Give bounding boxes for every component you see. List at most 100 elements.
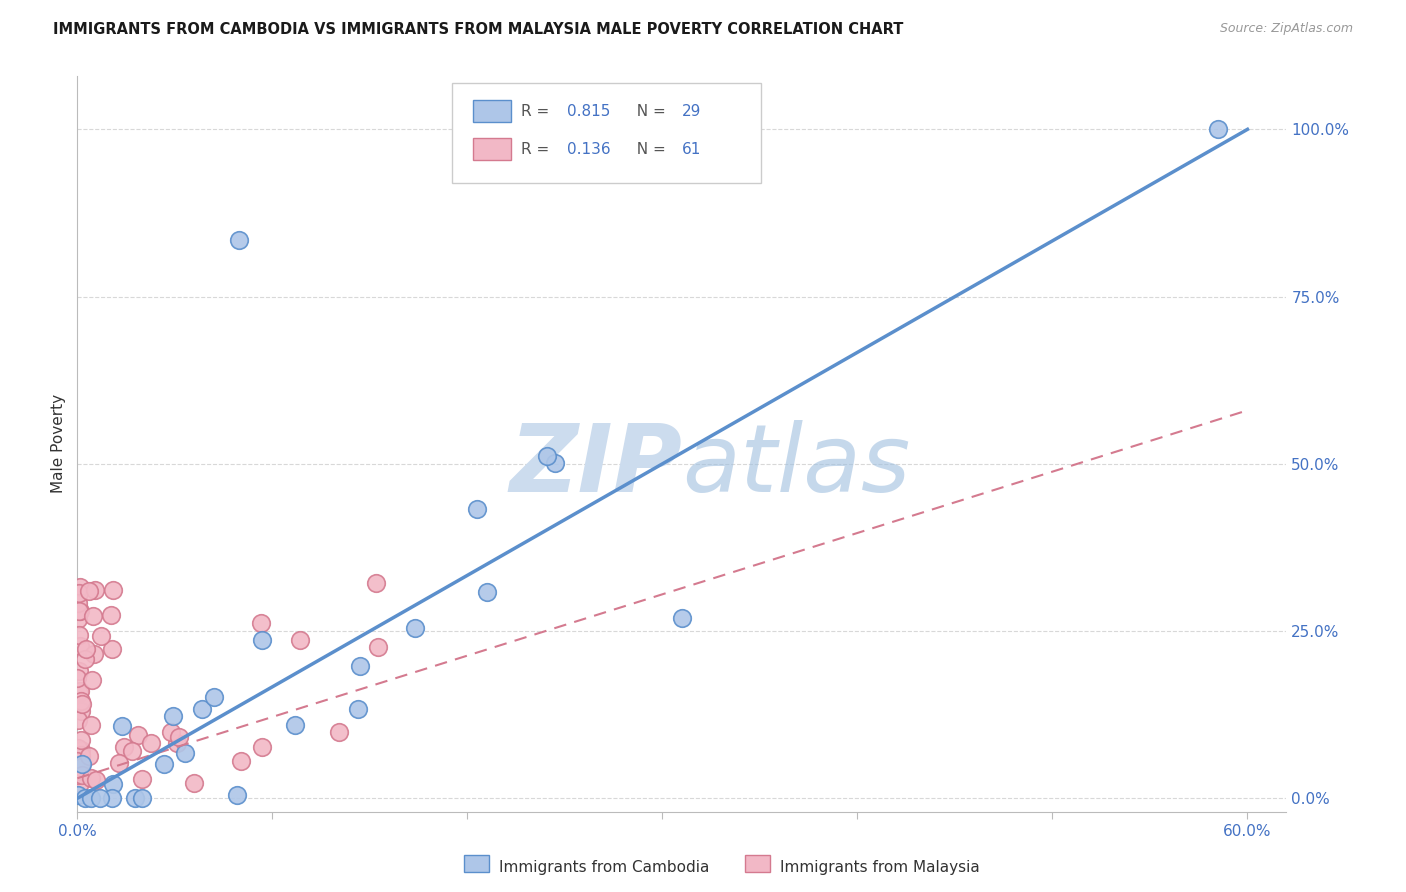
Point — [69, 742, 91, 756]
Text: 61: 61 — [682, 142, 702, 157]
Point — [69, 704, 91, 718]
Point — [70, 757, 93, 772]
Point — [159, 725, 181, 739]
Point — [127, 728, 149, 742]
Point — [328, 725, 350, 739]
Point — [252, 632, 274, 647]
Text: Source: ZipAtlas.com: Source: ZipAtlas.com — [1219, 22, 1353, 36]
Point — [69, 639, 91, 653]
Point — [228, 233, 250, 247]
Point — [465, 502, 488, 516]
Point — [70, 747, 93, 762]
Text: Immigrants from Cambodia: Immigrants from Cambodia — [499, 860, 710, 874]
Point — [73, 791, 96, 805]
Bar — [472, 100, 512, 122]
Point — [90, 629, 112, 643]
Point — [89, 791, 111, 805]
Point — [80, 717, 103, 731]
Point — [70, 733, 93, 747]
Point — [250, 615, 273, 630]
Point — [67, 764, 90, 778]
Point — [544, 456, 567, 470]
Text: N =: N = — [627, 142, 671, 157]
Text: R =: R = — [522, 142, 554, 157]
Point — [111, 718, 134, 732]
Point — [108, 756, 131, 770]
Text: 0.815: 0.815 — [567, 103, 610, 119]
Point — [70, 760, 93, 774]
Point — [67, 686, 90, 700]
Point — [366, 575, 388, 590]
Point — [288, 632, 311, 647]
Point — [284, 718, 307, 732]
Point — [67, 586, 90, 600]
Point — [69, 684, 91, 698]
Point — [66, 713, 89, 727]
Text: ZIP: ZIP — [509, 420, 682, 512]
Point — [100, 607, 122, 622]
Point — [536, 449, 558, 463]
Point — [69, 762, 91, 776]
Point — [131, 791, 153, 805]
Point — [173, 746, 195, 760]
Text: R =: R = — [522, 103, 554, 119]
Text: Immigrants from Malaysia: Immigrants from Malaysia — [780, 860, 980, 874]
Point — [75, 651, 97, 665]
Point — [1206, 122, 1229, 136]
Point — [367, 640, 389, 654]
Point — [83, 647, 105, 661]
Text: 0.136: 0.136 — [567, 142, 610, 157]
Point — [70, 694, 93, 708]
Point — [67, 628, 90, 642]
Bar — [472, 138, 512, 161]
Point — [162, 709, 184, 723]
FancyBboxPatch shape — [453, 83, 761, 183]
Point — [69, 604, 91, 618]
Point — [131, 772, 153, 787]
Point — [153, 756, 176, 771]
Point — [67, 605, 90, 619]
Point — [475, 585, 498, 599]
Point — [202, 690, 225, 704]
Point — [67, 740, 90, 755]
Point — [66, 671, 89, 685]
Point — [183, 776, 205, 790]
Point — [404, 621, 426, 635]
Point — [82, 673, 104, 688]
Point — [70, 698, 93, 712]
Point — [69, 580, 91, 594]
Point — [103, 777, 125, 791]
Point — [67, 611, 90, 625]
Point — [67, 664, 90, 678]
Point — [191, 701, 214, 715]
Point — [80, 772, 103, 786]
Point — [166, 736, 188, 750]
Y-axis label: Male Poverty: Male Poverty — [51, 394, 66, 493]
Point — [70, 750, 93, 764]
Text: 29: 29 — [682, 103, 702, 119]
Point — [77, 748, 100, 763]
Point — [79, 790, 101, 805]
Point — [70, 760, 93, 774]
Point — [225, 789, 247, 803]
Point — [77, 583, 100, 598]
Point — [72, 767, 94, 781]
Point — [101, 582, 124, 597]
Point — [100, 791, 122, 805]
Point — [66, 754, 89, 768]
Point — [252, 740, 274, 755]
Point — [83, 583, 105, 598]
Point — [229, 754, 252, 768]
Point — [346, 702, 368, 716]
Point — [139, 736, 162, 750]
Point — [167, 730, 190, 744]
Text: N =: N = — [627, 103, 671, 119]
Point — [100, 641, 122, 656]
Point — [112, 740, 135, 755]
Point — [84, 772, 107, 787]
Bar — [745, 855, 770, 872]
Text: IMMIGRANTS FROM CAMBODIA VS IMMIGRANTS FROM MALAYSIA MALE POVERTY CORRELATION CH: IMMIGRANTS FROM CAMBODIA VS IMMIGRANTS F… — [53, 22, 904, 37]
Bar — [464, 855, 489, 872]
Point — [349, 658, 371, 673]
Point — [67, 788, 90, 802]
